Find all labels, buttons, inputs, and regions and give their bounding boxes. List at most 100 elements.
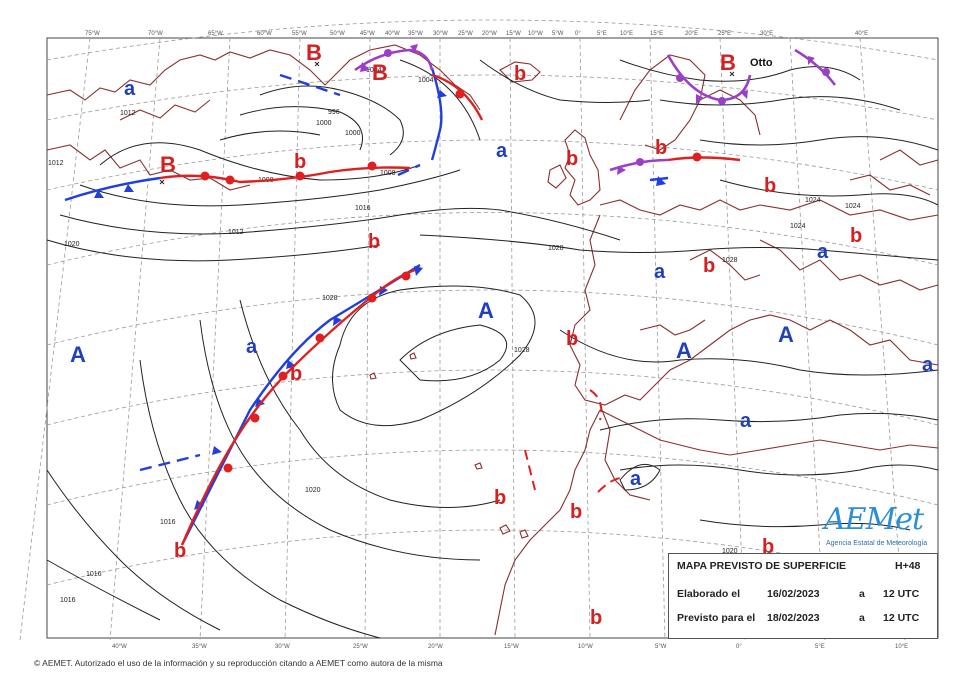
pressure-center-marks — [159, 61, 735, 185]
isobar-label: 1024 — [805, 197, 821, 204]
relative-low-label: b — [566, 328, 578, 350]
warm-front-semicircle — [250, 413, 260, 423]
isobar-label: 1000 — [316, 120, 332, 127]
longitude-label: 45°W — [360, 31, 375, 37]
occluded-front-semicircle — [822, 68, 830, 76]
issued-label: Elaborado el — [677, 588, 741, 600]
relative-high-label: a — [124, 78, 136, 100]
isobar-label: 1028 — [322, 295, 338, 302]
isobar-label: 1016 — [86, 571, 102, 578]
low-pressure-label: B — [160, 152, 176, 177]
isobar-label: 1020 — [64, 241, 80, 248]
graticule — [19, 19, 939, 641]
high-pressure-label: A — [778, 322, 794, 347]
warm-front-semicircle — [315, 333, 325, 343]
cold-front-triangle — [333, 316, 342, 326]
longitude-label: 25°W — [458, 31, 473, 37]
valid-at: a — [859, 612, 865, 624]
warm-front — [159, 166, 411, 184]
isobar-label: 1028 — [722, 257, 738, 264]
high-pressure-label: A — [478, 298, 494, 323]
pressure-systems: B B B B A A A A — [70, 40, 794, 367]
longitude-label: 10°W — [528, 31, 543, 37]
cold-front-triangle — [414, 266, 423, 276]
relative-high-label: a — [630, 468, 642, 490]
cold-front — [430, 67, 443, 161]
low-pressure-label: B — [720, 50, 736, 75]
isobar-label: 1020 — [305, 487, 321, 494]
warm-front-semicircle — [278, 371, 288, 381]
longitude-label: 60°W — [257, 31, 272, 37]
isobar-label: 1028 — [514, 347, 530, 354]
relative-low-label: b — [590, 607, 602, 629]
occluded-front-semicircle — [384, 49, 392, 57]
storm-name-label: Otto — [750, 57, 773, 69]
longitude-label: 25°E — [718, 31, 731, 37]
info-title-row: MAPA PREVISTO DE SUPERFICIE H+48 — [677, 560, 929, 580]
longitude-label: 30°W — [275, 644, 290, 650]
trough — [524, 449, 536, 491]
isobar-label: 1024 — [845, 203, 861, 210]
trough — [597, 477, 621, 493]
isobar-label: 996 — [328, 109, 340, 116]
relative-high-label: a — [654, 261, 666, 283]
longitude-label: 30°W — [433, 31, 448, 37]
relative-high-label: a — [817, 241, 829, 263]
warm-fronts — [159, 73, 741, 546]
relative-high-label: a — [740, 410, 752, 432]
occluded-front — [794, 48, 837, 86]
longitude-label: 5°W — [655, 644, 667, 650]
isobar-label: 1012 — [120, 110, 136, 117]
high-pressure-label: A — [70, 342, 86, 367]
occluded-front-semicircle — [636, 158, 644, 166]
relative-low-label: b — [762, 536, 774, 558]
relative-low-label: b — [566, 148, 578, 170]
relative-low-label: b — [368, 231, 380, 253]
map-frame — [46, 37, 939, 639]
cold-front-triangle — [656, 176, 666, 186]
relative-low-label: b — [514, 63, 526, 85]
warm-front-semicircle — [225, 175, 235, 185]
cold-front-triangle — [124, 184, 134, 192]
relative-low-label: b — [570, 501, 582, 523]
longitude-label: 15°W — [506, 31, 521, 37]
longitude-label: 15°W — [504, 644, 519, 650]
cold-front-triangle — [437, 90, 447, 98]
occluded-front-triangle — [360, 62, 370, 72]
trough — [589, 389, 603, 421]
warm-front — [667, 156, 741, 162]
warm-front-semicircle — [367, 161, 377, 171]
trough — [139, 453, 201, 472]
longitude-label: 70°W — [148, 31, 163, 37]
relative-high-label: a — [246, 336, 258, 358]
isobar-label: 1012 — [48, 160, 64, 167]
minor-systems: a a a a a a a a b b b b b b b b b b b b … — [124, 63, 934, 629]
warm-front-bumps — [200, 89, 702, 473]
occluded-front-triangle — [410, 44, 418, 53]
longitude-label: 5°E — [597, 31, 607, 37]
isobar-label: 1004 — [366, 67, 382, 74]
longitude-label: 25°W — [353, 644, 368, 650]
longitude-label: 20°W — [428, 644, 443, 650]
map-info-box: MAPA PREVISTO DE SUPERFICIE H+48 Elabora… — [668, 553, 938, 639]
issued-time: 12 UTC — [883, 588, 920, 600]
longitude-label: 40°W — [385, 31, 400, 37]
longitude-label: 65°W — [208, 31, 223, 37]
warm-front-semicircle — [455, 89, 465, 99]
cold-front-triangle — [94, 190, 104, 198]
low-pressure-label: B — [306, 40, 322, 65]
copyright-notice: © AEMET. Autorizado el uso de la informa… — [34, 658, 443, 668]
troughs — [139, 73, 421, 472]
isobar-label: 1012 — [228, 229, 244, 236]
relative-low-label: b — [294, 151, 306, 173]
occluded-front-semicircle — [676, 74, 684, 82]
valid-label: Previsto para el — [677, 612, 756, 624]
relative-low-label: b — [494, 487, 506, 509]
longitude-label: 10°E — [895, 644, 908, 650]
forecast-horizon: H+48 — [895, 560, 921, 572]
isobar-label: 1008 — [380, 170, 396, 177]
longitude-label: 10°W — [578, 644, 593, 650]
longitude-label: 5°W — [552, 31, 564, 37]
aemet-logo: AEMet Agencia Estatal de Meteorología — [818, 500, 938, 556]
relative-low-label: b — [764, 175, 776, 197]
